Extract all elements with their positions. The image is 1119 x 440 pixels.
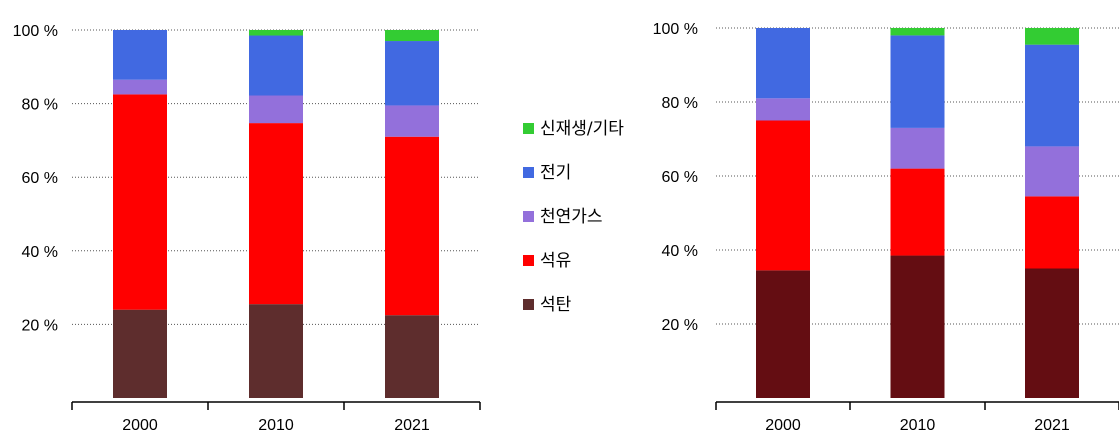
bar-segment xyxy=(756,98,810,121)
x-tick-label: 2010 xyxy=(900,417,936,434)
bar-segment xyxy=(1025,268,1079,398)
x-tick-label: 2010 xyxy=(258,417,294,434)
legend-swatch xyxy=(523,167,534,178)
left-stacked-bar-chart: 20 % 40 % 60 % 80 % 100 % 2000 2010 2021 xyxy=(13,23,481,434)
bar-segment xyxy=(113,79,167,95)
bar-segment xyxy=(113,309,167,398)
x-tick-label: 2000 xyxy=(122,417,158,434)
bar-segment xyxy=(249,30,303,36)
legend-label: 석탄 xyxy=(540,295,572,315)
bar-segment xyxy=(249,95,303,124)
bar-segment xyxy=(385,30,439,42)
y-tick-label: 60 % xyxy=(662,169,698,186)
y-tick-label: 100 % xyxy=(13,23,58,40)
bar-segment xyxy=(756,120,810,271)
bar-segment xyxy=(385,41,439,106)
bar-segment xyxy=(1025,28,1079,45)
bar-segment xyxy=(890,255,945,398)
bar-segment xyxy=(1025,146,1079,197)
y-tick-label: 40 % xyxy=(662,243,698,260)
legend-label: 천연가스 xyxy=(540,207,603,227)
bar-segment xyxy=(890,168,945,256)
legend-swatch xyxy=(523,255,534,266)
bar-segment xyxy=(890,35,945,128)
bar-segment xyxy=(890,28,945,36)
y-tick-label: 80 % xyxy=(22,97,58,114)
y-tick-label: 20 % xyxy=(22,317,58,334)
legend-swatch xyxy=(523,123,534,134)
bar-segment xyxy=(249,123,303,305)
x-tick-label: 2021 xyxy=(394,417,430,434)
bar-segment xyxy=(113,94,167,310)
x-tick-label: 2021 xyxy=(1034,417,1070,434)
bar-segment xyxy=(113,30,167,80)
y-tick-label: 40 % xyxy=(22,244,58,261)
legend-label: 석유 xyxy=(540,251,571,271)
bar-segment xyxy=(385,105,439,137)
y-tick-label: 100 % xyxy=(653,21,698,38)
legend-label: 전기 xyxy=(540,163,571,183)
y-tick-label: 20 % xyxy=(662,317,698,334)
y-tick-label: 60 % xyxy=(22,170,58,187)
x-tick-label: 2000 xyxy=(765,417,801,434)
right-stacked-bar-chart: 20 % 40 % 60 % 80 % 100 % 2000 2010 2021 xyxy=(653,21,1119,434)
bar-segment xyxy=(756,28,810,99)
bar-segment xyxy=(1025,44,1079,147)
y-tick-label: 80 % xyxy=(662,95,698,112)
bar-segment xyxy=(385,315,439,398)
bar-segment xyxy=(385,136,439,316)
bar-segment xyxy=(249,35,303,96)
legend-swatch xyxy=(523,211,534,222)
bar-segment xyxy=(1025,196,1079,269)
bar-segment xyxy=(249,304,303,398)
bar-segment xyxy=(756,270,810,398)
legend-label: 신재생/기타 xyxy=(540,119,624,139)
legend-swatch xyxy=(523,299,534,310)
bar-segment xyxy=(890,127,945,169)
